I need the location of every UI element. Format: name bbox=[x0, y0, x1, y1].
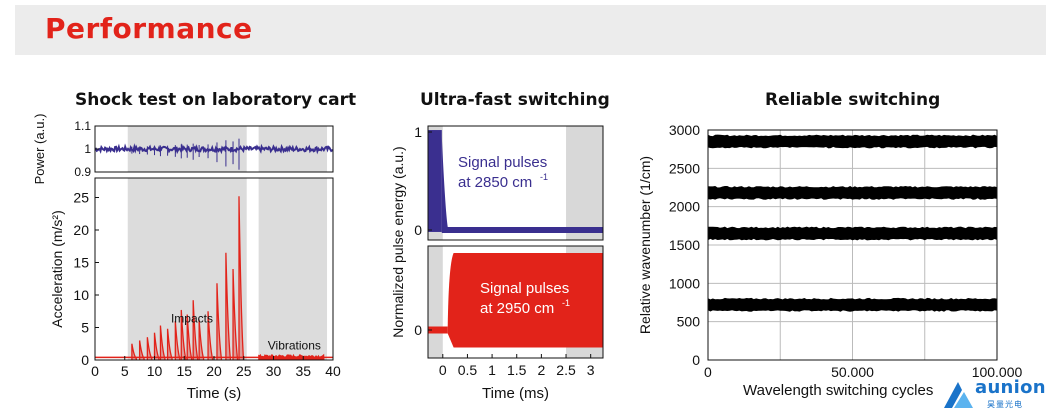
top-shaded-region bbox=[566, 126, 603, 240]
chart-shock-test: 1.1 1 0.9 Power (a.u.) Impacts Vibrations 0 5 10… bbox=[32, 114, 341, 402]
y-tick-label: 500 bbox=[677, 314, 701, 330]
y-tick-label: 0 bbox=[692, 352, 700, 368]
y-tick-label: 1000 bbox=[669, 275, 700, 291]
x-tick-label: 1 bbox=[488, 362, 496, 378]
series-2850-label-line1: Signal pulses bbox=[458, 154, 547, 171]
impact-peak bbox=[159, 325, 166, 360]
power-trace bbox=[94, 143, 334, 155]
y-axis-label: Normalized pulse energy (a.u.) bbox=[390, 146, 406, 337]
x-tick-label: 2 bbox=[537, 362, 545, 378]
series-2950-label-sup: -1 bbox=[562, 298, 570, 308]
accel-y-tick-label: 25 bbox=[73, 190, 89, 206]
x-tick-label: 0.5 bbox=[458, 362, 478, 378]
aunion-logo: aunion 昊量光电 bbox=[940, 377, 1050, 416]
x-axis-label: Time (s) bbox=[187, 385, 241, 402]
power-y-axis-label: Power (a.u.) bbox=[32, 114, 47, 185]
impact-peak bbox=[131, 343, 138, 360]
accel-y-tick-label: 5 bbox=[81, 320, 89, 336]
switching-band bbox=[708, 297, 997, 312]
logo-mark-icon bbox=[944, 382, 973, 408]
x-tick-label: 50.000 bbox=[831, 364, 874, 380]
x-tick-label: 1.5 bbox=[507, 362, 527, 378]
accel-x-tick-label: 5 bbox=[121, 363, 129, 379]
switching-band bbox=[708, 134, 997, 149]
impact-peak bbox=[174, 320, 181, 360]
impact-peak bbox=[180, 309, 187, 360]
power-y-tick-label: 1 bbox=[84, 142, 91, 156]
x-tick-label: 0 bbox=[704, 364, 712, 380]
switching-band bbox=[708, 186, 997, 200]
vibrations-annotation: Vibrations bbox=[268, 339, 321, 353]
series-2850-label-line2: at 2850 cm bbox=[458, 174, 532, 191]
series-2950-off bbox=[428, 326, 448, 334]
x-tick-label: 2.5 bbox=[556, 362, 576, 378]
top-axes-frame bbox=[427, 125, 604, 241]
accel-y-tick-label: 0 bbox=[81, 352, 89, 368]
impact-peak bbox=[146, 337, 153, 360]
x-axis-label: Time (ms) bbox=[482, 385, 549, 402]
power-y-tick-label: 1.1 bbox=[74, 119, 91, 133]
series-2850-on bbox=[428, 130, 442, 232]
series-2950-label-line2: at 2950 cm bbox=[480, 300, 554, 317]
impact-peak bbox=[153, 332, 160, 360]
header-band bbox=[15, 5, 1046, 55]
bottom-shaded-region bbox=[428, 246, 443, 358]
y-tick-label: 3000 bbox=[669, 122, 700, 138]
bottom-y-tick-label: 0 bbox=[414, 322, 422, 338]
power-y-tick-label: 0.9 bbox=[74, 165, 91, 179]
impact-peak bbox=[207, 311, 214, 360]
vibration-trace bbox=[258, 353, 325, 361]
accel-x-tick-label: 10 bbox=[147, 363, 163, 379]
series-2950-label-line1: Signal pulses bbox=[480, 280, 569, 297]
accel-x-tick-label: 30 bbox=[266, 363, 282, 379]
logo-subtitle: 昊量光电 bbox=[987, 400, 1023, 409]
switching-band bbox=[708, 226, 997, 241]
impact-peak bbox=[198, 319, 205, 360]
accel-x-tick-label: 35 bbox=[295, 363, 311, 379]
impact-peak bbox=[238, 196, 245, 360]
x-tick-label: 100.000 bbox=[972, 364, 1023, 380]
y-tick-label: 2000 bbox=[669, 199, 700, 215]
y-axis-label: Relative wavenumber (1/cm) bbox=[637, 156, 653, 334]
impact-peak bbox=[166, 328, 173, 360]
logo-wordmark: aunion bbox=[975, 377, 1046, 398]
x-tick-label: 3 bbox=[587, 362, 595, 378]
chart-title-reliable: Reliable switching bbox=[765, 90, 941, 110]
impact-peak bbox=[138, 340, 145, 360]
accel-x-tick-label: 20 bbox=[206, 363, 222, 379]
accel-x-tick-label: 40 bbox=[325, 363, 341, 379]
accel-y-axis-label: Acceleration (m/s²) bbox=[49, 210, 65, 327]
impacts-annotation: Impacts bbox=[171, 311, 213, 325]
x-axis-label: Wavelength switching cycles bbox=[743, 382, 933, 399]
chart-title-switching: Ultra-fast switching bbox=[420, 90, 610, 110]
accel-y-tick-label: 20 bbox=[73, 222, 89, 238]
top-y-tick-label: 1 bbox=[414, 124, 422, 140]
impact-peak bbox=[232, 268, 239, 360]
impact-peak bbox=[186, 314, 193, 360]
chart-reliable-switching: 0 500 1000 1500 2000 2500 3000 0 50.000 100.000 Wa… bbox=[637, 122, 1023, 399]
series-2850-label-sup: -1 bbox=[540, 172, 548, 182]
accel-x-tick-label: 15 bbox=[176, 363, 192, 379]
accel-x-tick-label: 0 bbox=[91, 363, 99, 379]
page-title: Performance bbox=[45, 12, 253, 45]
accel-x-tick-label: 25 bbox=[236, 363, 252, 379]
x-tick-label: 0 bbox=[439, 362, 447, 378]
impact-peak bbox=[225, 252, 232, 360]
chart-title-shock: Shock test on laboratory cart bbox=[75, 90, 357, 110]
axes-frame bbox=[707, 129, 998, 361]
bottom-axes-frame bbox=[427, 245, 604, 359]
y-tick-label: 1500 bbox=[669, 237, 700, 253]
accel-y-tick-label: 10 bbox=[73, 287, 89, 303]
accel-y-tick-label: 15 bbox=[73, 255, 89, 271]
series-2950-on bbox=[447, 253, 603, 348]
y-tick-label: 2500 bbox=[669, 160, 700, 176]
impact-peak bbox=[192, 300, 199, 360]
accel-shaded-region bbox=[258, 178, 328, 360]
impact-peak bbox=[216, 283, 223, 360]
top-y-tick-label: 0 bbox=[414, 222, 422, 238]
